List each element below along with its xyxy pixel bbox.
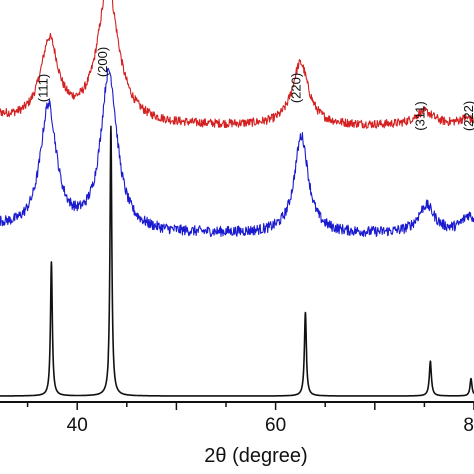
x-tick-label: 60 bbox=[265, 415, 286, 436]
peak-label: (222) bbox=[461, 101, 474, 131]
series-layer bbox=[0, 0, 474, 397]
peak-label: (311) bbox=[412, 101, 427, 130]
peak-label: (111) bbox=[35, 74, 50, 102]
series-line-2 bbox=[0, 67, 474, 238]
series-line-1 bbox=[0, 0, 474, 129]
peak-label: (200) bbox=[95, 47, 110, 77]
x-axis-title: 2θ (degree) bbox=[204, 445, 307, 467]
series-line-3 bbox=[0, 125, 474, 397]
x-tick-label: 80 bbox=[463, 415, 474, 436]
peak-label-layer: (111) (200) (220) (311) (222) bbox=[35, 47, 474, 131]
x-tick-layer: 40 60 80 bbox=[26, 402, 474, 436]
peak-label: (220) bbox=[288, 73, 303, 103]
x-tick-label: 40 bbox=[67, 415, 88, 436]
